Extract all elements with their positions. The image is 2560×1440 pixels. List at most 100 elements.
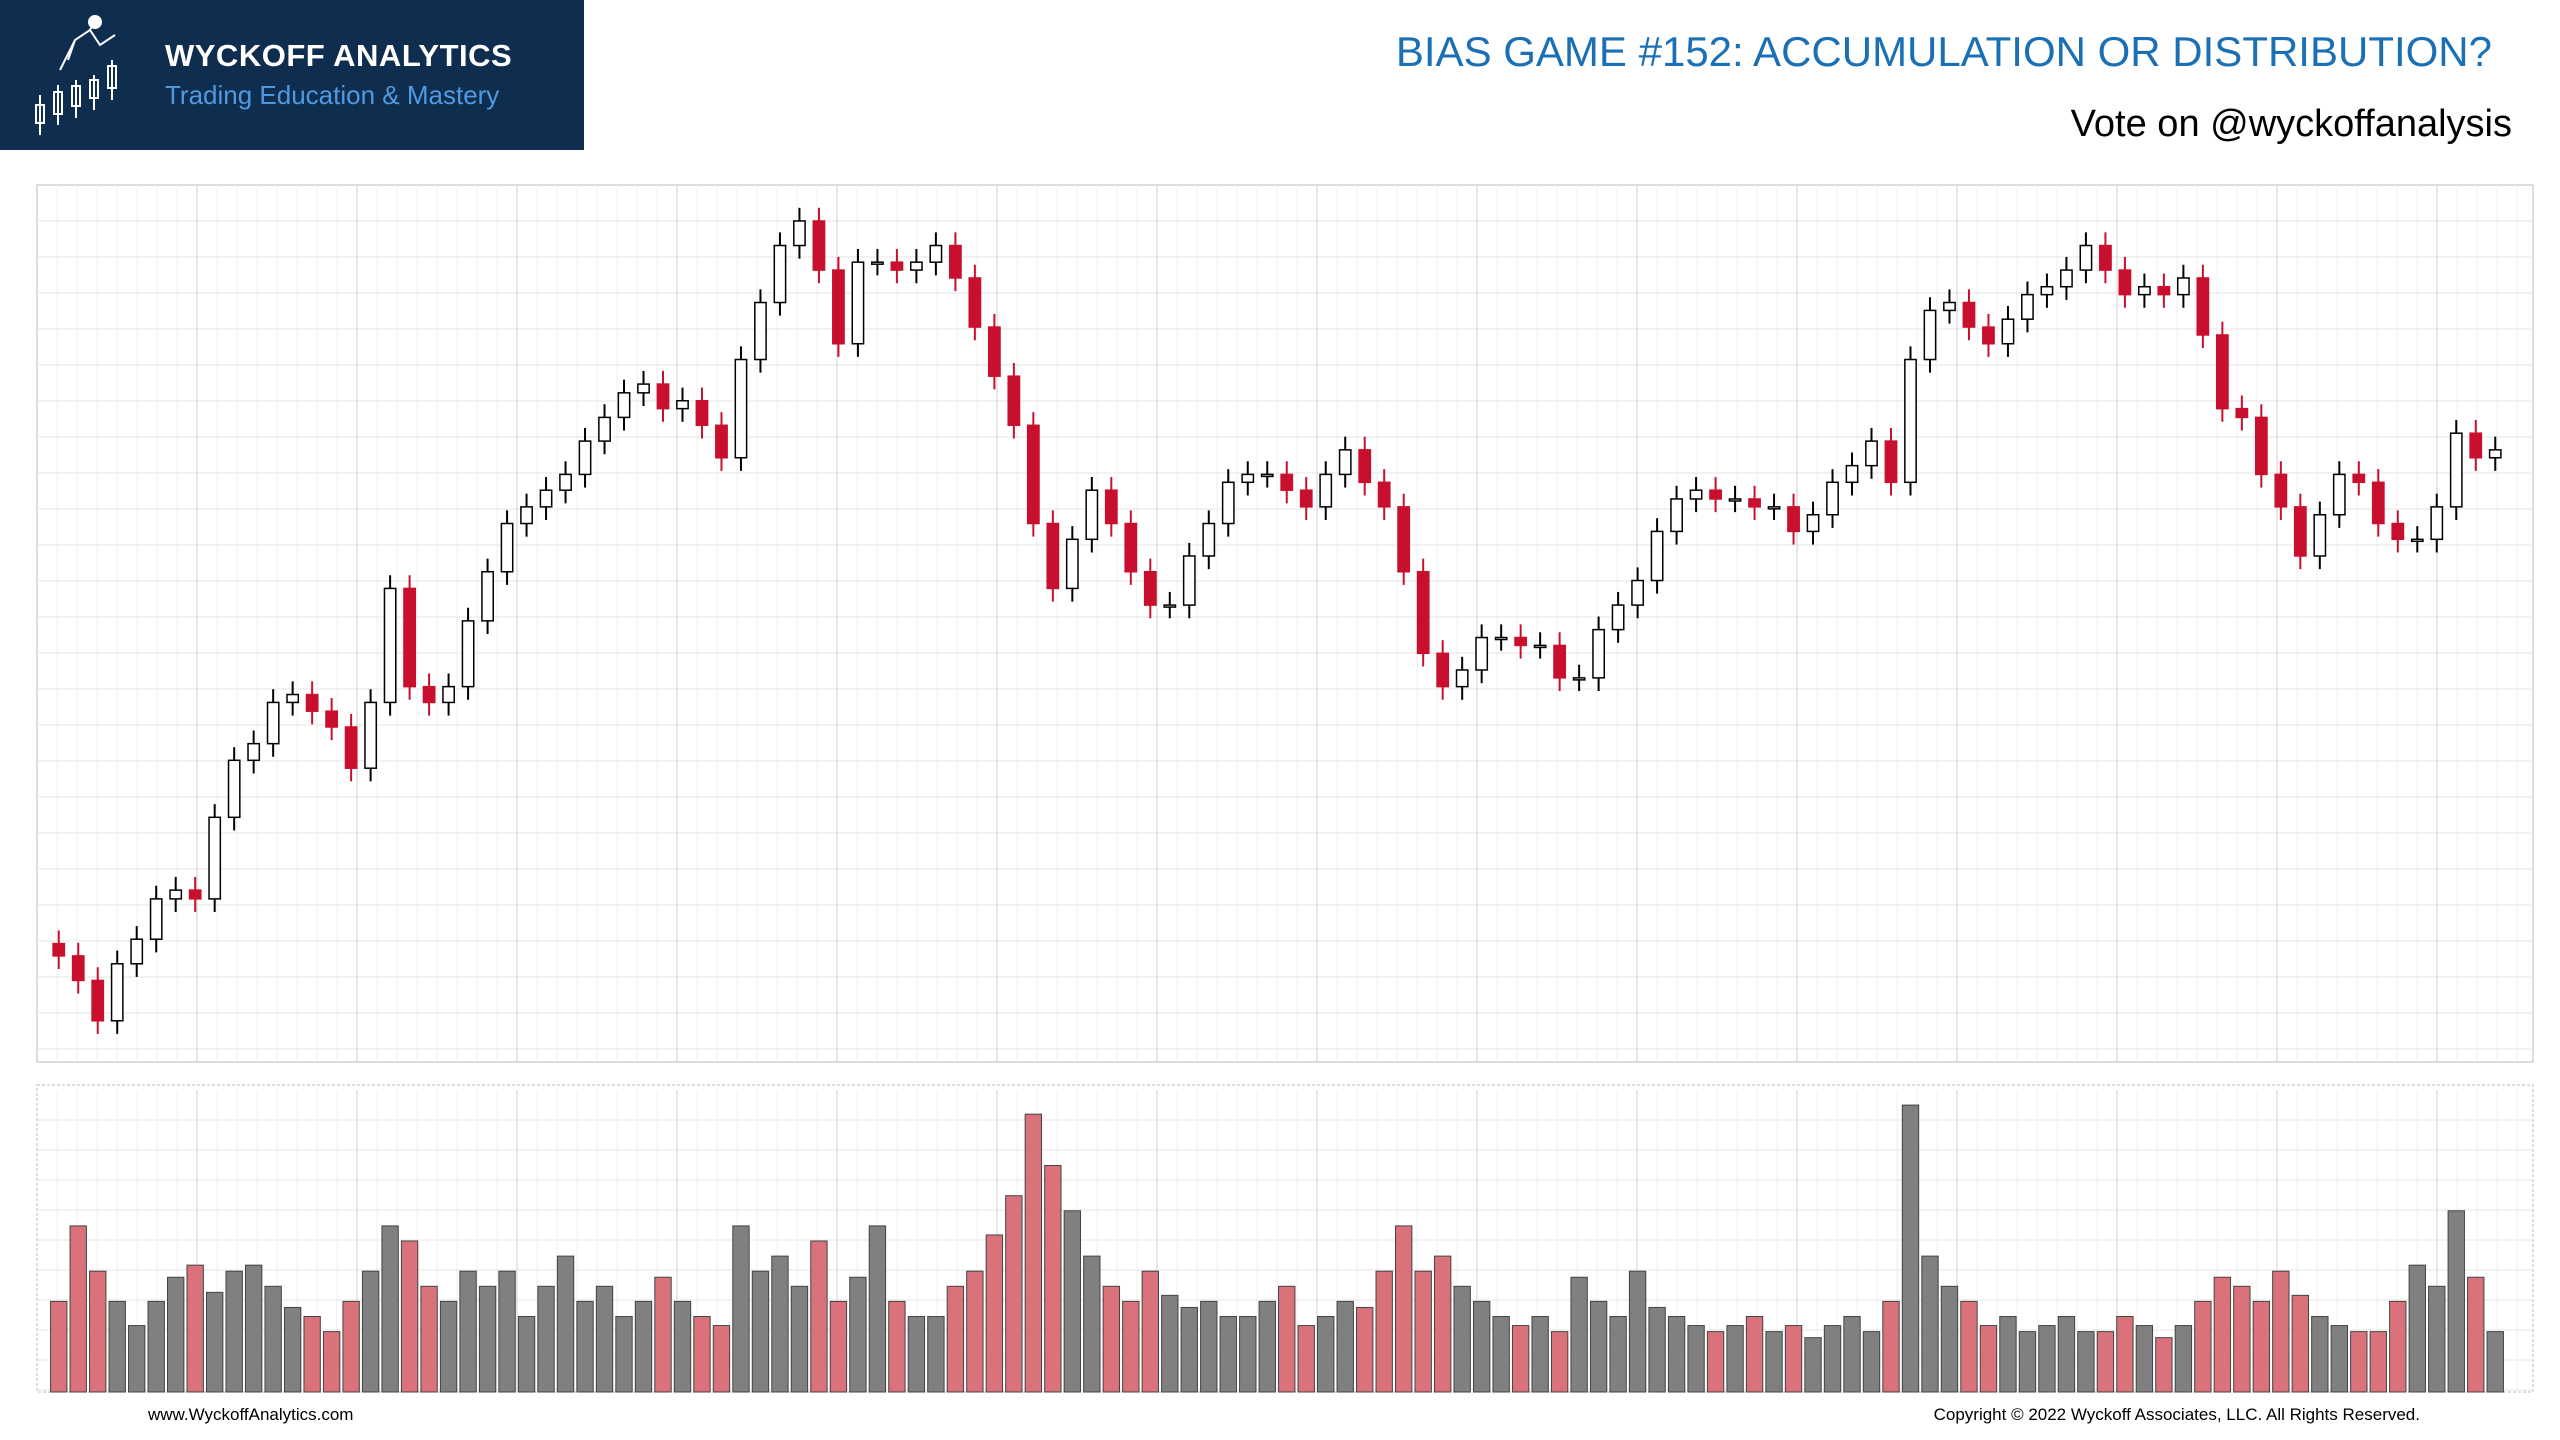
title: BIAS GAME #152: ACCUMULATION OR DISTRIBU…	[1395, 28, 2492, 75]
volume-bar	[1278, 1285, 1296, 1393]
candle-body	[539, 489, 553, 508]
volume-bar	[1511, 1325, 1530, 1393]
candle-body	[1553, 644, 1567, 679]
candle-body	[1650, 530, 1664, 582]
candle-body	[559, 473, 572, 491]
candle-body	[1533, 644, 1547, 649]
volume-bar	[1784, 1325, 1803, 1393]
candle-body	[2391, 522, 2405, 541]
website[interactable]: www.WyckoffAnalytics.com	[148, 1405, 354, 1424]
volume-bar	[1765, 1331, 1783, 1393]
candle-body	[1787, 506, 1800, 533]
candle-body	[1475, 636, 1489, 671]
candle-body	[247, 742, 261, 762]
candle-body	[403, 587, 417, 688]
volume-bar	[1258, 1300, 1276, 1393]
candle-body	[1709, 489, 1722, 500]
volume-bar	[244, 1264, 263, 1393]
candle-body	[1007, 375, 1021, 427]
candle-body	[1884, 440, 1898, 484]
candle-body	[1046, 522, 1060, 590]
candle-body	[2215, 334, 2229, 410]
candle-body	[1026, 424, 1040, 525]
volume-bar	[400, 1240, 419, 1393]
volume-bar	[576, 1300, 594, 1393]
volume-bar	[2057, 1316, 2076, 1393]
candle-body	[2274, 473, 2288, 508]
volume-bar	[303, 1316, 321, 1393]
volume-bar	[2038, 1325, 2056, 1393]
volume-bar	[1336, 1300, 1354, 1393]
volume-bar	[985, 1234, 1004, 1393]
volume-bar	[1570, 1276, 1588, 1393]
volume-bar	[1433, 1255, 1452, 1393]
candle-body	[442, 685, 455, 704]
volume-bar	[2291, 1294, 2310, 1393]
candle-body	[286, 693, 300, 704]
candle-body	[2001, 318, 2015, 345]
volume-bar	[1862, 1331, 1881, 1393]
candle-body	[637, 383, 650, 394]
candle-body	[1806, 514, 1820, 533]
candle-body	[2254, 416, 2268, 476]
candle-body	[91, 979, 105, 1022]
candle-body	[1611, 604, 1625, 631]
volume-bar	[2252, 1300, 2271, 1393]
volume-bar	[1745, 1316, 1764, 1393]
candle-body	[909, 261, 923, 271]
volume-bar	[225, 1270, 243, 1393]
volume-bar	[2155, 1337, 2173, 1393]
candle-body	[2235, 407, 2249, 419]
volume-bar	[1005, 1195, 1023, 1393]
volume-bar	[732, 1225, 750, 1393]
candle-body	[773, 244, 787, 304]
volume-bar	[517, 1316, 536, 1393]
candle-body	[578, 440, 592, 476]
candle-body	[1338, 449, 1352, 476]
volume-bar	[1044, 1165, 1062, 1393]
candle-body	[676, 399, 689, 410]
candle-body	[1865, 440, 1878, 467]
volume-bar	[2350, 1331, 2368, 1393]
candle-body	[2021, 293, 2034, 320]
candle-body	[2060, 269, 2073, 288]
candle-body	[1845, 464, 1859, 484]
volume-bar	[1472, 1300, 1491, 1393]
candle-body	[149, 898, 163, 940]
volume-bar	[439, 1300, 458, 1393]
candle-body	[364, 701, 378, 769]
candle-body	[71, 955, 85, 982]
candle-body	[929, 244, 943, 263]
candle-body	[188, 889, 202, 900]
volume-bar	[1531, 1316, 1549, 1393]
candle-body	[987, 326, 1001, 377]
candle-body	[1397, 506, 1411, 573]
candle-body	[1592, 628, 1606, 679]
volume-bar	[2369, 1331, 2387, 1393]
candle-body	[2430, 506, 2444, 541]
volume-bar	[868, 1225, 887, 1393]
candle-body	[1202, 522, 1216, 557]
candle-body	[851, 261, 865, 345]
candle-body	[2196, 277, 2210, 336]
candle-body	[1143, 571, 1157, 606]
volume-bar	[167, 1276, 185, 1393]
volume-bar	[2311, 1316, 2329, 1393]
logo[interactable]: WYCKOFF ANALYTICS Trading Education & Ma…	[0, 0, 584, 150]
volume-bar	[381, 1225, 399, 1393]
volume-bar	[1901, 1104, 1920, 1393]
candle-body	[734, 358, 748, 459]
volume-bar	[1882, 1300, 1900, 1393]
volume-bar	[966, 1270, 984, 1393]
volume-bar	[1843, 1316, 1861, 1393]
candle-body	[1319, 473, 1333, 508]
volume-bar	[186, 1264, 204, 1393]
candle-body	[110, 963, 124, 1022]
volume-bar	[1921, 1255, 1939, 1393]
volume-bar	[2272, 1270, 2290, 1393]
candle-body	[871, 261, 884, 265]
candle-body	[968, 277, 982, 328]
candle-body	[1299, 489, 1313, 508]
candle-body	[1826, 481, 1839, 516]
